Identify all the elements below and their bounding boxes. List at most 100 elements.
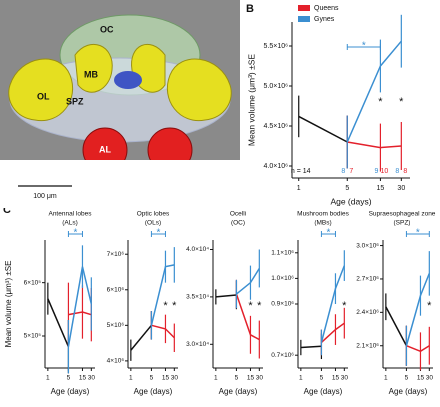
series-line bbox=[130, 324, 153, 351]
chart-title: Antennal lobes bbox=[48, 211, 92, 218]
significance-star: * bbox=[248, 300, 253, 312]
y-tick-label: 3.0×10⁴ bbox=[186, 341, 209, 348]
significance-bracket bbox=[150, 231, 166, 237]
series-line bbox=[346, 40, 402, 143]
chart-subtitle: (MBs) bbox=[314, 220, 331, 227]
legend-swatch bbox=[298, 16, 310, 22]
series-line bbox=[150, 264, 175, 326]
region-label: OL bbox=[37, 91, 50, 101]
y-tick-label: 1.1×10⁶ bbox=[271, 250, 294, 257]
x-tick-label: 30 bbox=[426, 375, 434, 382]
series-line bbox=[406, 345, 430, 353]
series-line bbox=[215, 294, 237, 298]
y-tick-label: 4.5×10⁶ bbox=[264, 123, 289, 130]
x-tick-label: 1 bbox=[297, 185, 301, 192]
significance-star: * bbox=[427, 300, 432, 312]
region-label: OC bbox=[100, 24, 114, 34]
region-label: MB bbox=[84, 69, 98, 79]
sample-size: 8 bbox=[341, 168, 345, 175]
series-line bbox=[320, 322, 345, 343]
x-tick-label: 15 bbox=[162, 375, 170, 382]
x-tick-label: 30 bbox=[341, 375, 349, 382]
y-tick-label: 5×10⁶ bbox=[107, 322, 125, 329]
chart-subtitle: (SPZ) bbox=[394, 220, 411, 227]
y-tick-label: 6×10⁵ bbox=[24, 279, 42, 286]
x-tick-label: 5 bbox=[235, 375, 239, 382]
significance-bracket bbox=[320, 231, 336, 237]
significance-star: * bbox=[326, 228, 330, 239]
sample-size: n = 14 bbox=[291, 168, 311, 175]
brain-render: OC MB OL SPZ AL 100 μm bbox=[0, 0, 240, 208]
chart-title: Optic lobes bbox=[137, 211, 170, 218]
x-tick-label: 30 bbox=[171, 375, 179, 382]
y-tick-label: 7×10⁶ bbox=[107, 251, 125, 258]
central-complex bbox=[114, 71, 142, 89]
x-tick-label: 30 bbox=[88, 375, 96, 382]
y-tick-label: 6×10⁶ bbox=[107, 286, 125, 293]
chart-title: Ocelli bbox=[230, 211, 246, 218]
x-tick-label: 1 bbox=[46, 375, 50, 382]
y-tick-label: 5.5×10⁶ bbox=[264, 43, 289, 50]
significance-star: * bbox=[362, 41, 366, 52]
x-tick-label: 1 bbox=[299, 375, 303, 382]
x-tick-label: 30 bbox=[256, 375, 264, 382]
chart-subtitle: (OC) bbox=[231, 220, 245, 227]
x-tick-label: 15 bbox=[247, 375, 255, 382]
scale-bar-label: 100 μm bbox=[33, 193, 57, 200]
x-axis-label: Age (days) bbox=[330, 196, 371, 206]
sample-size: 8 bbox=[395, 168, 399, 175]
x-tick-label: 15 bbox=[79, 375, 87, 382]
x-tick-label: 5 bbox=[345, 185, 349, 192]
series-line bbox=[405, 273, 431, 346]
chart-title: Mushroom bodies bbox=[297, 211, 349, 218]
y-tick-label: 0.7×10⁶ bbox=[271, 352, 294, 359]
legend-swatch bbox=[298, 5, 310, 11]
x-tick-label: 5 bbox=[405, 375, 409, 382]
y-tick-label: 4.0×10⁴ bbox=[186, 246, 209, 253]
y-tick-label: 2.4×10⁶ bbox=[356, 309, 379, 316]
x-tick-label: 1 bbox=[214, 375, 218, 382]
significance-star: * bbox=[378, 96, 383, 108]
x-tick-label: 15 bbox=[377, 185, 385, 192]
y-tick-label: 3.5×10⁴ bbox=[186, 294, 209, 301]
y-tick-label: 4×10⁶ bbox=[107, 358, 125, 365]
optic-lobe bbox=[8, 58, 74, 122]
x-axis-label: Age (days) bbox=[389, 387, 428, 396]
y-tick-label: 1.0×10⁶ bbox=[271, 275, 294, 282]
sample-size: 10 bbox=[381, 168, 389, 175]
series-line bbox=[347, 141, 402, 149]
chart-subtitle: (OLs) bbox=[145, 220, 161, 227]
mushroom-body bbox=[74, 43, 113, 93]
y-tick-label: 5×10⁵ bbox=[24, 333, 42, 340]
significance-star: * bbox=[163, 300, 168, 312]
sample-size: 7 bbox=[349, 168, 353, 175]
x-tick-label: 15 bbox=[332, 375, 340, 382]
chart-subtitle: (ALs) bbox=[62, 220, 78, 227]
x-tick-label: 5 bbox=[150, 375, 154, 382]
series-line bbox=[320, 265, 346, 343]
significance-star: * bbox=[342, 300, 347, 312]
y-tick-label: 2.7×10⁶ bbox=[356, 276, 379, 283]
x-tick-label: 1 bbox=[129, 375, 133, 382]
series-line bbox=[298, 115, 348, 143]
series-line bbox=[151, 324, 175, 339]
significance-star: * bbox=[416, 228, 420, 239]
x-axis-label: Age (days) bbox=[134, 387, 173, 396]
significance-star: * bbox=[399, 96, 404, 108]
x-tick-label: 30 bbox=[397, 185, 405, 192]
significance-bracket bbox=[346, 44, 381, 50]
legend-label: Queens bbox=[314, 5, 339, 12]
series-line bbox=[67, 266, 93, 347]
x-axis-label: Age (days) bbox=[219, 387, 258, 396]
region-label: AL bbox=[99, 144, 111, 154]
significance-star: * bbox=[257, 300, 262, 312]
legend-label: Gynes bbox=[314, 16, 335, 23]
sample-size: 9 bbox=[374, 168, 378, 175]
y-tick-label: 0.9×10⁶ bbox=[271, 301, 294, 308]
y-tick-label: 5.0×10⁶ bbox=[264, 83, 289, 90]
significance-bracket bbox=[405, 231, 430, 237]
x-tick-label: 5 bbox=[67, 375, 71, 382]
x-tick-label: 1 bbox=[384, 375, 388, 382]
panel-label: B bbox=[246, 3, 254, 15]
